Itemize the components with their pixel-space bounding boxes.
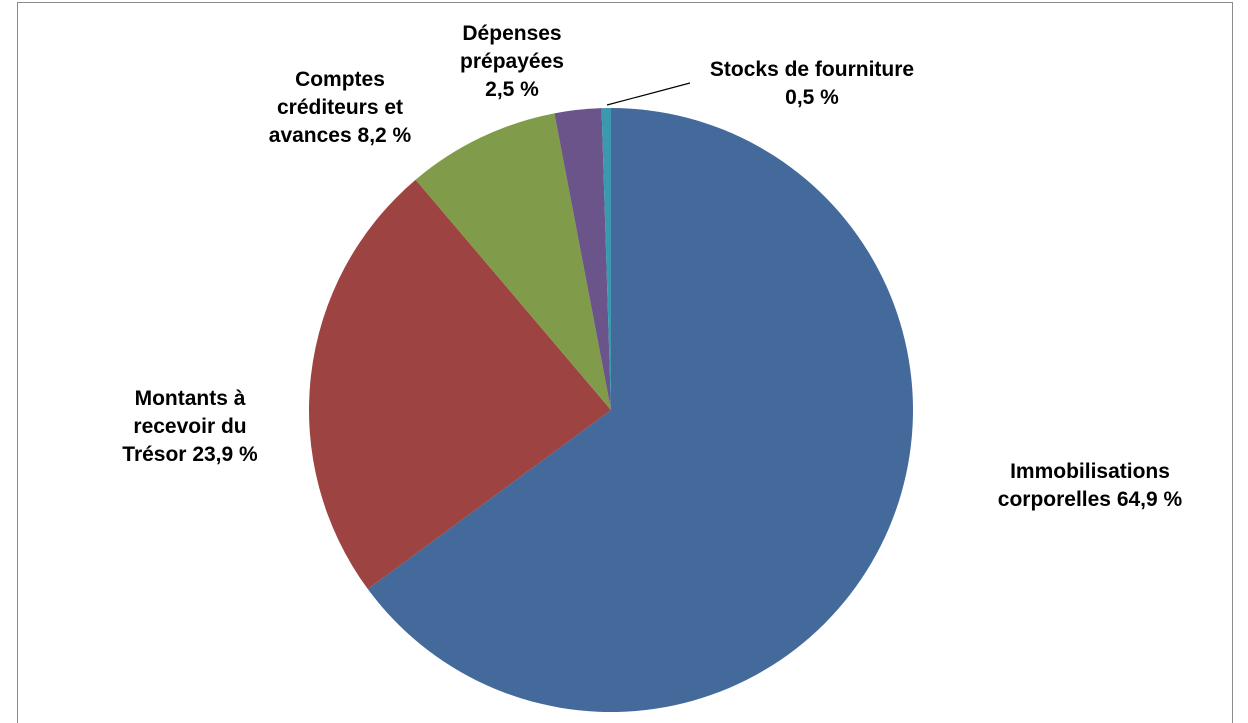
value-label: 8,2 % [357, 124, 412, 147]
chart-frame [17, 2, 1233, 723]
pie-slice [367, 108, 914, 712]
slice-label: Dépenses prépayées 2,5 % [447, 20, 577, 104]
category-label: Dépenses prépayées [460, 22, 564, 73]
category-label: Montants à recevoir du Trésor [122, 387, 247, 466]
category-label: Stocks de fourniture [709, 58, 915, 81]
value-label: 2,5 % [485, 78, 539, 101]
category-label: Comptes créditeurs et avances [268, 68, 404, 147]
pie-slice [415, 113, 611, 411]
slice-label: Immobilisations corporelles 64,9 % [960, 458, 1220, 514]
category-label: Immobilisations corporelles [997, 460, 1170, 511]
slice-label: Stocks de fourniture 0,5 % [707, 56, 917, 112]
pie-slice [554, 108, 611, 410]
value-label: 64,9 % [1116, 488, 1183, 511]
pie-slice [601, 108, 611, 410]
value-label: 23,9 % [192, 443, 258, 466]
leader-line [606, 82, 691, 106]
pie-slice [308, 179, 611, 590]
slice-label: Montants à recevoir du Trésor 23,9 % [103, 385, 278, 469]
value-label: 0,5 % [785, 86, 839, 109]
slice-label: Comptes créditeurs et avances 8,2 % [255, 66, 425, 150]
